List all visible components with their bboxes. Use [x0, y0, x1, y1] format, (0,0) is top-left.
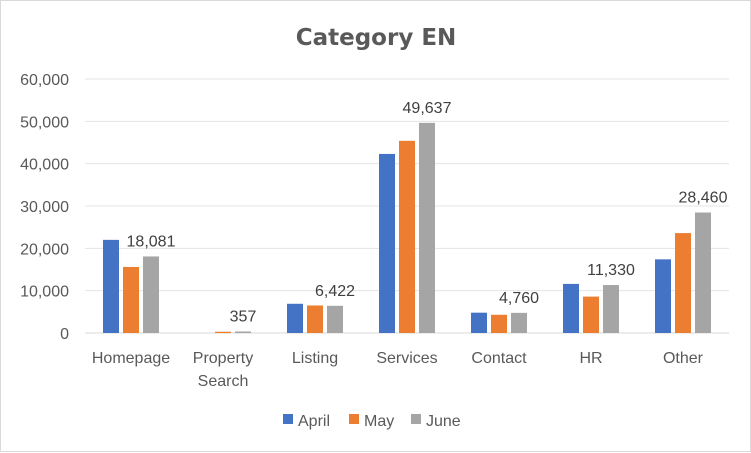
bar-may	[583, 296, 599, 333]
x-tick-label: Property	[193, 350, 253, 367]
x-tick-label: Listing	[292, 350, 338, 367]
bar-may	[307, 305, 323, 333]
data-label: 28,460	[679, 190, 728, 207]
legend-label: June	[426, 413, 461, 430]
bar-may	[215, 331, 231, 333]
data-label: 11,330	[587, 262, 635, 279]
y-tick-label: 30,000	[20, 199, 69, 216]
legend-label: April	[298, 413, 330, 430]
y-axis: 0 10,000 20,000 30,000 40,000 50,000 60,000	[20, 72, 69, 343]
bar-may	[123, 266, 139, 333]
bar-april	[379, 153, 395, 333]
x-tick-label: Search	[198, 373, 249, 390]
y-tick-label: 20,000	[20, 241, 69, 258]
bar-may	[675, 233, 691, 333]
legend: April May June	[283, 413, 461, 430]
y-tick-label: 50,000	[20, 114, 69, 131]
data-label: 4,760	[499, 290, 539, 307]
x-tick-label: Contact	[471, 350, 527, 367]
y-tick-label: 10,000	[20, 284, 69, 301]
x-axis: Homepage Property Search Listing Services Con…	[92, 350, 704, 390]
x-tick-label: Other	[663, 350, 704, 367]
x-tick-label: HR	[579, 350, 602, 367]
chart-title: Category EN	[296, 25, 457, 51]
legend-label: May	[364, 413, 394, 430]
bar-june	[235, 331, 251, 333]
y-tick-label: 40,000	[20, 157, 69, 174]
legend-swatch	[349, 414, 359, 424]
bar-april	[103, 239, 119, 333]
bars	[103, 122, 711, 334]
bar-june	[143, 256, 159, 333]
bar-april	[471, 312, 487, 333]
data-label: 18,081	[127, 233, 176, 250]
bar-june	[511, 312, 527, 333]
bar-june	[603, 285, 619, 333]
bar-june	[419, 122, 435, 334]
x-tick-label: Homepage	[92, 350, 170, 367]
legend-swatch	[411, 414, 421, 424]
data-label: 6,422	[315, 283, 355, 300]
bar-may	[491, 314, 507, 333]
data-labels: 18,081 357 6,422 49,637 4,760 11,330 28,460	[127, 100, 728, 326]
data-label: 357	[230, 308, 257, 325]
legend-swatch	[283, 414, 293, 424]
y-tick-label: 0	[60, 326, 69, 343]
x-tick-label: Services	[376, 350, 437, 367]
bar-june	[695, 212, 711, 333]
bar-april	[655, 259, 671, 333]
y-tick-label: 60,000	[20, 72, 69, 89]
bar-june	[327, 305, 343, 333]
bar-april	[287, 303, 303, 333]
bar-april	[563, 283, 579, 333]
bar-may	[399, 140, 415, 333]
data-label: 49,637	[403, 100, 452, 117]
